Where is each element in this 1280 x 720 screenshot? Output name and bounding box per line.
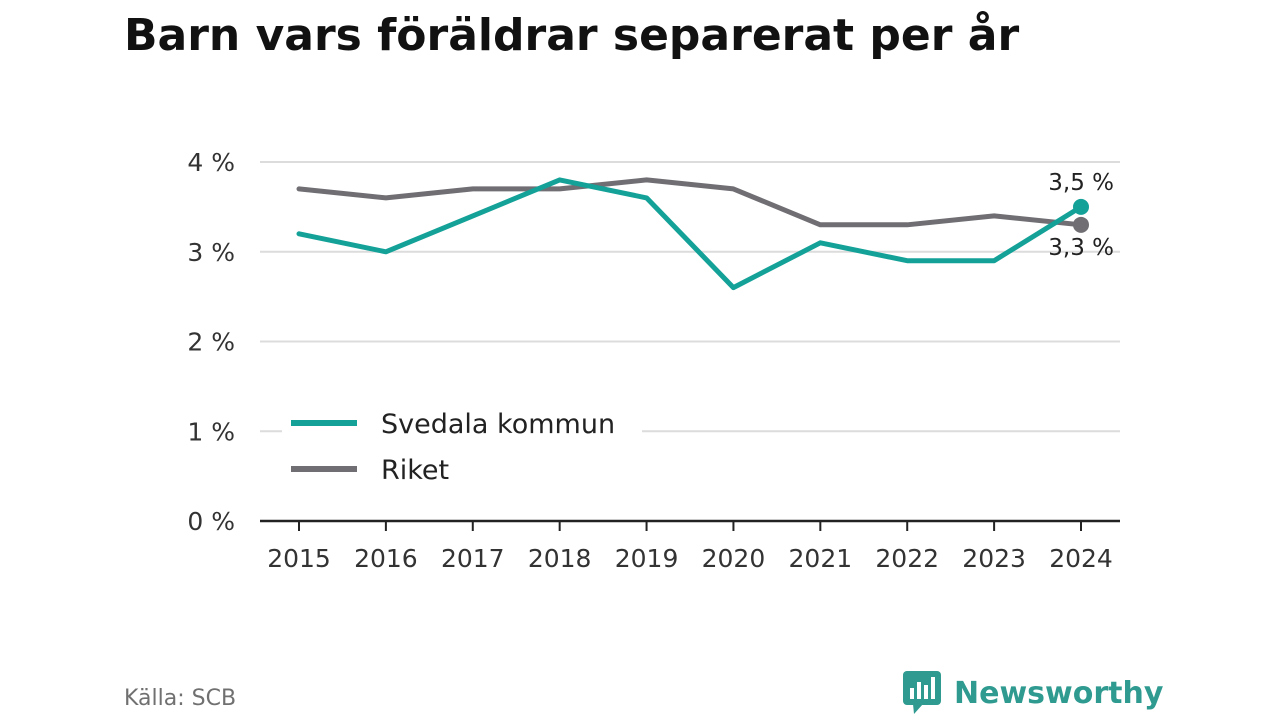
end-value-label: 3,3 % — [1048, 235, 1114, 261]
legend: Svedala kommun Riket — [282, 402, 642, 494]
end-point-marker — [1073, 216, 1089, 233]
x-tick-label: 2022 — [875, 544, 939, 573]
x-axis-ticks: 2015 2016 2017 2018 2019 2020 2021 2022 2023 2024 — [267, 521, 1113, 573]
y-tick-label: 3 % — [187, 238, 235, 267]
x-tick-label: 2016 — [354, 544, 418, 573]
x-tick-label: 2021 — [789, 544, 853, 573]
x-tick-label: 2018 — [528, 544, 592, 573]
source-note: Källa: SCB — [124, 686, 237, 711]
series-lines — [296, 177, 1084, 291]
brand-logo: Newsworthy — [902, 670, 1163, 716]
brand-name: Newsworthy — [954, 675, 1164, 711]
series-line — [296, 177, 1084, 291]
y-axis-ticks: 0 % 1 % 2 % 3 % 4 % — [187, 148, 235, 536]
x-tick-label: 2020 — [702, 544, 766, 573]
legend-background — [282, 402, 642, 494]
y-tick-label: 4 % — [187, 148, 235, 177]
legend-label: Riket — [381, 455, 449, 486]
x-tick-label: 2015 — [267, 544, 331, 573]
newsworthy-logo-icon — [903, 671, 941, 714]
y-tick-label: 0 % — [187, 507, 235, 536]
end-point-marker — [1073, 198, 1089, 215]
legend-label: Svedala kommun — [381, 409, 615, 440]
end-value-label: 3,5 % — [1048, 170, 1114, 196]
y-tick-label: 1 % — [187, 417, 235, 446]
end-markers: 3,5 % 3,3 % — [1048, 170, 1114, 261]
series-line — [296, 177, 1084, 228]
y-tick-label: 2 % — [187, 328, 235, 357]
x-tick-label: 2019 — [615, 544, 679, 573]
chart-title: Barn vars föräldrar separerat per år — [124, 10, 1020, 61]
x-tick-label: 2023 — [962, 544, 1026, 573]
x-tick-label: 2024 — [1049, 544, 1113, 573]
x-tick-label: 2017 — [441, 544, 505, 573]
grid-lines — [260, 161, 1120, 433]
